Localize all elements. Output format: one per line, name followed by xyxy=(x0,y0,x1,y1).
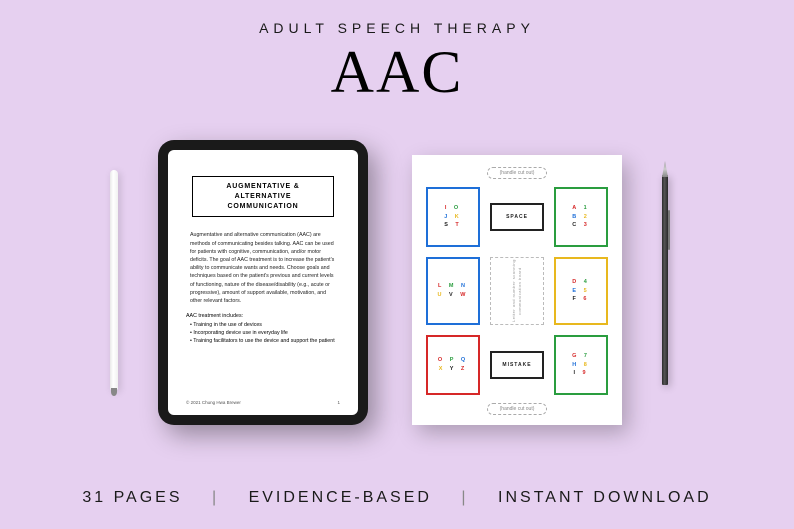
grid-cell-top-left: I OJ KS T xyxy=(426,187,480,247)
grid-cell-mid-right: D 4E 5F 6 xyxy=(554,257,608,325)
header-title: AAC xyxy=(0,38,794,107)
copyright: © 2021 Chung Hwa Brewer xyxy=(186,400,241,405)
footer-item: EVIDENCE-BASED xyxy=(249,489,432,506)
header: ADULT SPEECH THERAPY AAC xyxy=(0,0,794,107)
document-body: Augmentative and alternative communicati… xyxy=(186,231,340,305)
list-item: • Training in the use of devices xyxy=(190,322,340,330)
tablet-screen: AUGMENTATIVE & ALTERNATIVE COMMUNICATION… xyxy=(168,150,358,415)
list-item: • Incorporating device use in everyday l… xyxy=(190,330,340,338)
footer-item: 31 PAGES xyxy=(82,489,182,506)
worksheet-grid: I OJ KS T SPACE A 1B 2C 3 L M NU V W Let… xyxy=(426,187,608,395)
grid-cell-space: SPACE xyxy=(490,203,544,231)
handle-label-top: (handle cut out) xyxy=(487,167,547,179)
pen-icon xyxy=(662,175,668,385)
document-list: AAC treatment includes: • Training in th… xyxy=(186,313,340,346)
footer-features: 31 PAGES | EVIDENCE-BASED | INSTANT DOWN… xyxy=(0,489,794,507)
document-footer: © 2021 Chung Hwa Brewer 1 xyxy=(186,400,340,405)
list-item: • Training facilitators to use the devic… xyxy=(190,338,340,346)
grid-cell-bot-left: O P QX Y Z xyxy=(426,335,480,395)
page-number: 1 xyxy=(337,400,340,405)
handle-label-bottom: (handle cut out) xyxy=(487,403,547,415)
header-subtitle: ADULT SPEECH THERAPY xyxy=(0,20,794,36)
grid-cell-center: Letter and number scanning communication… xyxy=(490,257,544,325)
worksheet-page: (handle cut out) I OJ KS T SPACE A 1B 2C… xyxy=(412,155,622,425)
footer-item: INSTANT DOWNLOAD xyxy=(498,489,712,506)
document-title: AUGMENTATIVE & ALTERNATIVE COMMUNICATION xyxy=(192,176,334,217)
grid-cell-top-right: A 1B 2C 3 xyxy=(554,187,608,247)
grid-cell-mistake: MISTAKE xyxy=(490,351,544,379)
list-intro: AAC treatment includes: xyxy=(186,313,340,319)
tablet-mockup: AUGMENTATIVE & ALTERNATIVE COMMUNICATION… xyxy=(158,140,368,425)
grid-cell-bot-right: G 7H 8I 9 xyxy=(554,335,608,395)
mockup-row: AUGMENTATIVE & ALTERNATIVE COMMUNICATION… xyxy=(0,130,794,450)
footer-separator: | xyxy=(212,489,219,506)
grid-cell-mid-left: L M NU V W xyxy=(426,257,480,325)
apple-pencil-icon xyxy=(110,170,118,390)
footer-separator: | xyxy=(461,489,468,506)
